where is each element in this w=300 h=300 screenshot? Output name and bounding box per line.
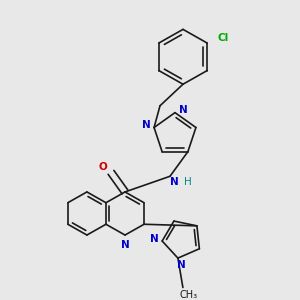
Text: Cl: Cl	[218, 33, 229, 43]
Text: O: O	[99, 163, 107, 172]
Text: N: N	[121, 240, 129, 250]
Text: CH₃: CH₃	[180, 290, 198, 300]
Text: N: N	[169, 177, 178, 187]
Text: N: N	[150, 234, 158, 244]
Text: N: N	[178, 105, 188, 115]
Text: H: H	[184, 177, 192, 187]
Text: N: N	[142, 120, 151, 130]
Text: N: N	[176, 260, 185, 270]
